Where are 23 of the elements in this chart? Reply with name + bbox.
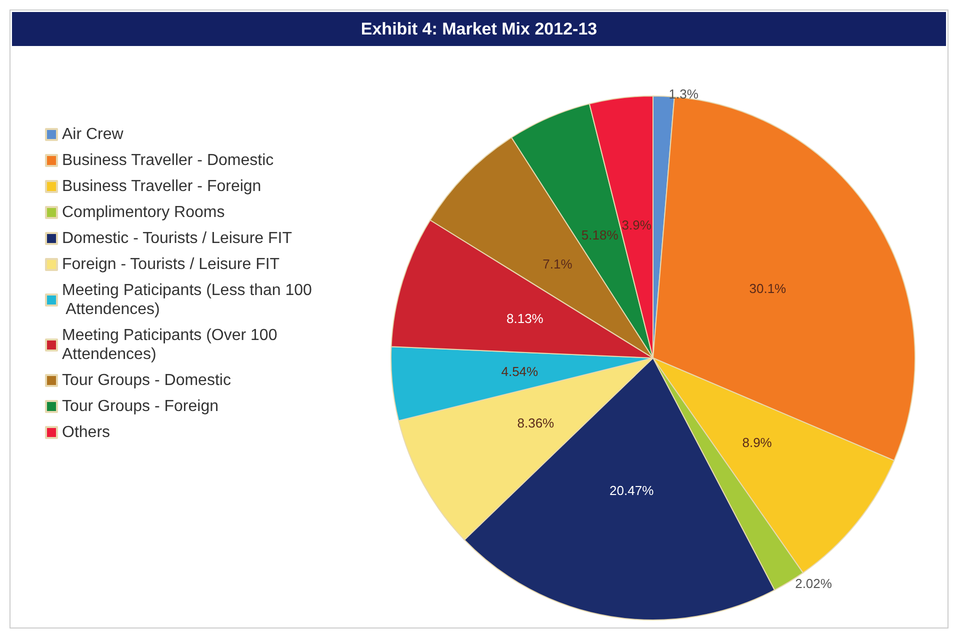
data-label: 8.13% bbox=[506, 311, 544, 326]
data-label: 3.9% bbox=[622, 218, 652, 233]
data-label: 4.54% bbox=[501, 364, 539, 379]
legend-label: Foreign - Tourists / Leisure FIT bbox=[62, 256, 280, 273]
data-label: 20.47% bbox=[610, 482, 654, 498]
legend-label: Meeting Paticipants (Over 100 Attendences) bbox=[62, 327, 282, 363]
data-label: 1.3% bbox=[668, 86, 699, 102]
chart-title: Exhibit 4: Market Mix 2012-13 bbox=[360, 20, 598, 38]
data-label: 8.9% bbox=[742, 434, 772, 450]
legend-label: Business Traveller - Foreign bbox=[62, 178, 262, 195]
data-label: 5.18% bbox=[581, 227, 619, 242]
legend-label: Meeting Paticipants (Less than 100 Attendences) bbox=[62, 282, 312, 318]
legend-label: Domestic - Tourists / Leisure FIT bbox=[62, 230, 292, 247]
data-label: 7.1% bbox=[542, 256, 573, 272]
legend-label: Air Crew bbox=[62, 126, 124, 143]
legend-label: Tour Groups - Domestic bbox=[62, 372, 231, 389]
data-label: 2.02% bbox=[795, 576, 832, 592]
legend-label: Complimentory Rooms bbox=[62, 204, 225, 221]
legend-label: Others bbox=[62, 424, 110, 441]
legend-label: Business Traveller - Domestic bbox=[62, 152, 274, 169]
data-label: 30.1% bbox=[749, 281, 787, 296]
data-label: 8.36% bbox=[517, 415, 555, 430]
legend-label: Tour Groups - Foreign bbox=[62, 398, 219, 415]
